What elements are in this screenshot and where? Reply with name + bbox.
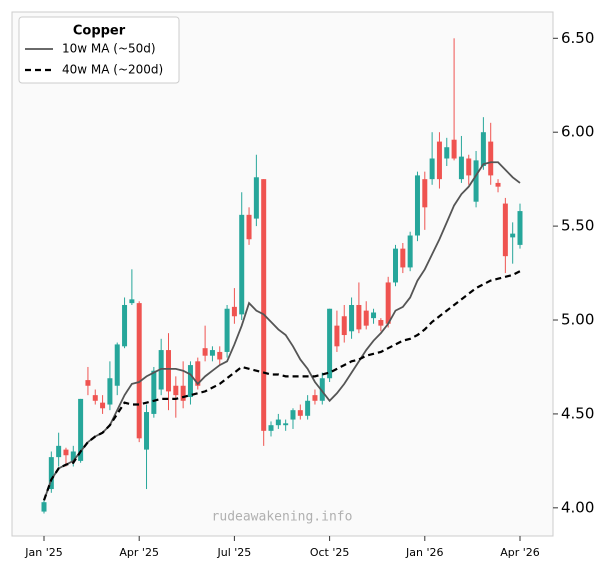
x-tick-label: Jul '25 bbox=[217, 546, 252, 559]
candle-body bbox=[239, 214, 245, 315]
candle-body bbox=[422, 179, 428, 208]
candle-body bbox=[246, 214, 252, 240]
ma-line bbox=[43, 161, 521, 501]
candle-body bbox=[495, 182, 501, 187]
candle-body bbox=[378, 320, 384, 326]
y-tick-label: 4.50 bbox=[561, 404, 594, 422]
candle-body bbox=[451, 139, 457, 159]
candle-body bbox=[429, 158, 435, 180]
candle-body bbox=[217, 351, 223, 360]
candle-body bbox=[502, 203, 508, 257]
x-tick-label: Jan '26 bbox=[405, 546, 443, 559]
candle-body bbox=[517, 211, 523, 245]
candle-body bbox=[275, 419, 281, 426]
candle-body bbox=[436, 141, 442, 180]
candle-body bbox=[356, 304, 362, 330]
x-tick-label: Apr '26 bbox=[500, 546, 540, 559]
ma-line bbox=[42, 270, 521, 501]
candle-body bbox=[297, 410, 303, 416]
candle-body bbox=[187, 365, 193, 398]
watermark: rudeawakening.info bbox=[212, 510, 353, 525]
candle-body bbox=[70, 451, 76, 461]
candle-body bbox=[283, 423, 289, 426]
candle-body bbox=[305, 400, 311, 416]
candle-body bbox=[371, 312, 377, 319]
candle-body bbox=[41, 502, 47, 512]
candle-body bbox=[349, 304, 355, 332]
candle-body bbox=[165, 350, 171, 392]
candle-body bbox=[290, 410, 296, 420]
candle-body bbox=[173, 385, 179, 396]
legend bbox=[18, 16, 180, 84]
candle-body bbox=[407, 235, 413, 268]
candle-body bbox=[195, 361, 201, 386]
y-tick-label: 5.00 bbox=[561, 311, 594, 329]
candle-body bbox=[78, 398, 84, 461]
candle-body bbox=[312, 395, 318, 401]
candle-body bbox=[385, 282, 391, 324]
candle-body bbox=[144, 412, 150, 450]
x-tick-label: Apr '25 bbox=[119, 546, 159, 559]
candle-body bbox=[92, 395, 98, 401]
candle-body bbox=[268, 425, 274, 431]
legend-label: 10w MA (~50d) bbox=[62, 42, 156, 56]
candle-body bbox=[341, 316, 347, 336]
candle-body bbox=[400, 248, 406, 268]
candle-body bbox=[180, 385, 186, 401]
candle-body bbox=[480, 132, 486, 167]
candle-body bbox=[224, 308, 230, 352]
candle-body bbox=[231, 306, 237, 317]
candle-body bbox=[444, 147, 450, 159]
candle-body bbox=[107, 378, 113, 405]
candle-body bbox=[63, 449, 69, 456]
candle-body bbox=[114, 344, 120, 386]
candle-body bbox=[209, 350, 215, 356]
candle-body bbox=[122, 304, 128, 347]
legend-label: 40w MA (~200d) bbox=[62, 63, 163, 77]
plot-area bbox=[11, 11, 554, 537]
candle-body bbox=[334, 325, 340, 347]
candle-body bbox=[151, 370, 157, 414]
candle-body bbox=[363, 310, 369, 326]
y-tick-label: 4.00 bbox=[561, 498, 594, 516]
candle-body bbox=[473, 160, 479, 202]
candle-body bbox=[56, 445, 62, 458]
candle-body bbox=[261, 179, 267, 431]
legend-title: Copper bbox=[73, 24, 126, 39]
candle-body bbox=[85, 380, 91, 386]
candle-body bbox=[202, 348, 208, 356]
marks bbox=[41, 38, 523, 514]
candle-body bbox=[100, 402, 106, 409]
x-tick-label: Oct '25 bbox=[310, 546, 350, 559]
candle-body bbox=[253, 177, 259, 219]
candle-body bbox=[414, 175, 420, 236]
candle-body bbox=[327, 308, 333, 379]
candle-body bbox=[488, 141, 494, 176]
candle-body bbox=[458, 156, 464, 180]
candle-body bbox=[129, 299, 135, 304]
y-tick-label: 6.50 bbox=[561, 29, 594, 47]
candle-body bbox=[48, 457, 54, 490]
candle-body bbox=[510, 233, 516, 238]
candle-body bbox=[136, 303, 142, 439]
x-tick-label: Jan '25 bbox=[24, 546, 62, 559]
candle-body bbox=[319, 378, 325, 401]
candle-body bbox=[466, 158, 472, 176]
y-tick-label: 5.50 bbox=[561, 217, 594, 235]
candle-body bbox=[393, 248, 399, 283]
y-tick-label: 6.00 bbox=[561, 123, 594, 141]
